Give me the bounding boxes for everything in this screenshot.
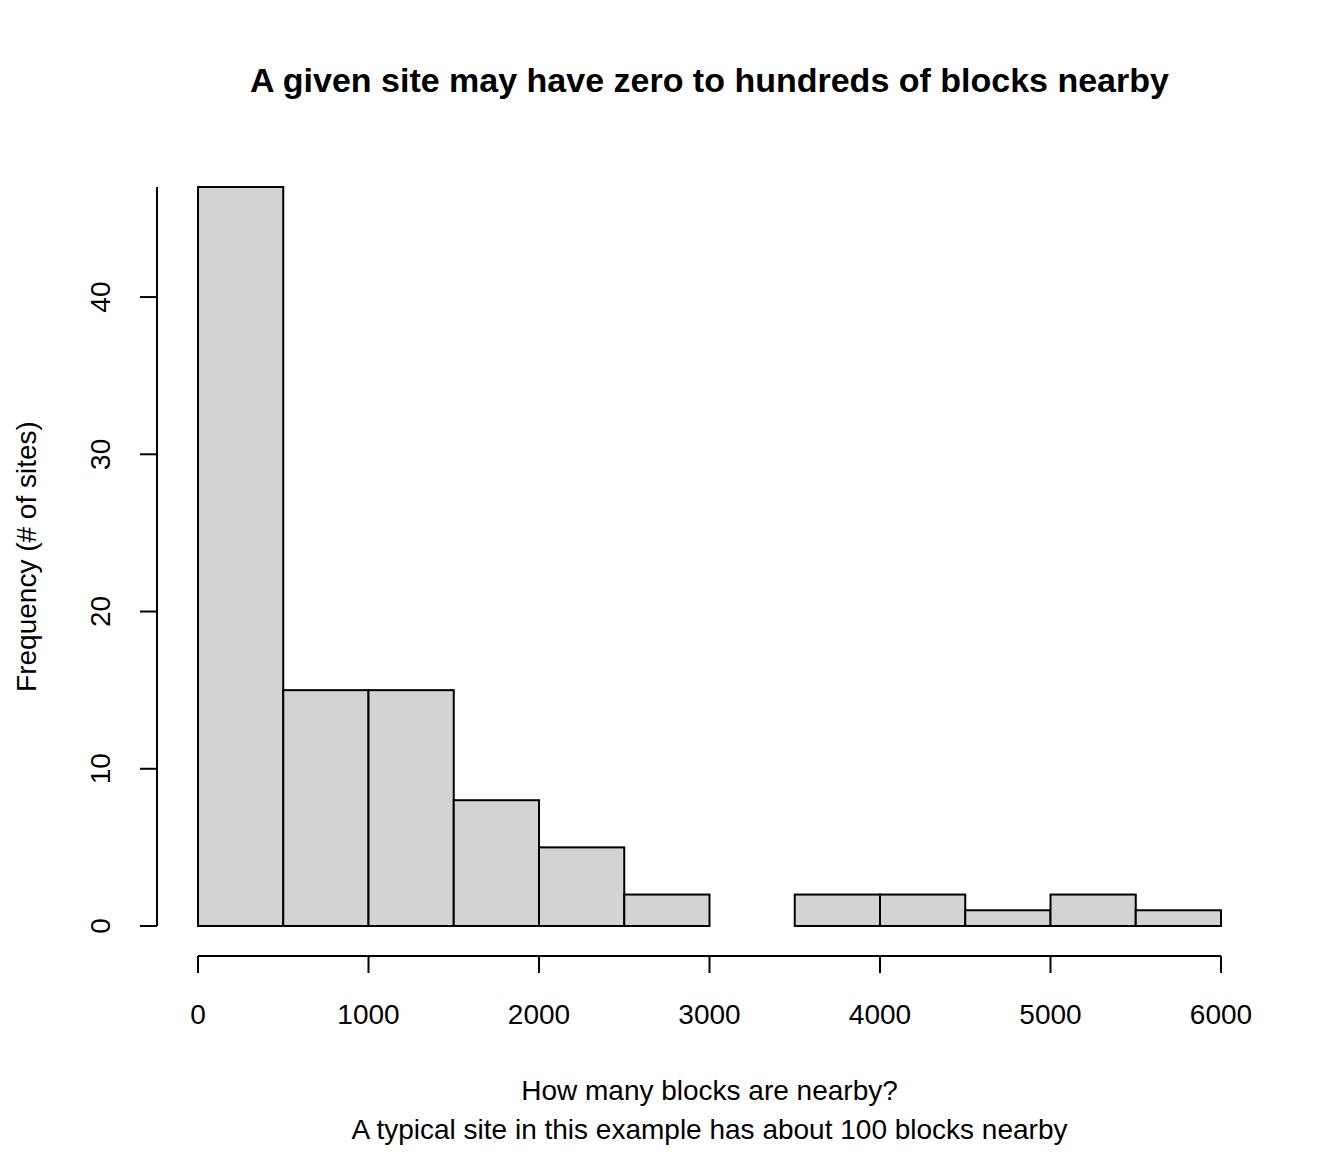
x-tick-label: 3000 [678,999,740,1030]
histogram-bar [624,895,709,926]
y-tick [140,453,157,455]
x-tick [197,956,199,973]
y-tick-label: 30 [85,439,116,470]
histogram-bar [880,895,965,926]
x-tick [1050,956,1052,973]
y-tick [140,611,157,613]
histogram-bar [1051,895,1136,926]
x-tick [879,956,881,973]
title: A given site may have zero to hundreds o… [250,61,1169,99]
histogram-bar [283,690,368,926]
histogram-bar [795,895,880,926]
x-axis-label: A typical site in this example has about… [352,1114,1068,1145]
y-tick-label: 10 [85,753,116,784]
y-tick-label: 20 [85,596,116,627]
histogram-bar [539,847,624,926]
histogram-bar [710,925,795,927]
x-tick-label: 1000 [337,999,399,1030]
x-tick [709,956,711,973]
chart: 0 1000 2000 3000 4000 5000 6000 0 10 20 30 40 A give… [0,0,1344,1152]
histogram-bar [965,910,1050,926]
x-tick [368,956,370,973]
x-tick-label: 5000 [1019,999,1081,1030]
histogram-bar [454,800,539,926]
x-tick [538,956,540,973]
y-tick [140,768,157,770]
chart-container: 0 1000 2000 3000 4000 5000 6000 0 10 20 30 40 A give… [0,0,1344,1152]
x-tick-label: 2000 [508,999,570,1030]
x-tick-label: 4000 [849,999,911,1030]
x-tick-label: 6000 [1190,999,1252,1030]
y-tick [140,925,157,927]
x-tick-label: 0 [190,999,206,1030]
y-tick-label: 0 [85,918,116,934]
histogram-bar [369,690,454,926]
histogram-bar [1136,910,1221,926]
bars [198,187,1221,926]
x-tick [1220,956,1222,973]
y-tick-label: 40 [85,281,116,312]
y-axis-label: Frequency (# of sites) [11,421,42,692]
y-tick [140,296,157,298]
x-axis-label: How many blocks are nearby? [521,1075,898,1106]
histogram-bar [198,187,283,926]
